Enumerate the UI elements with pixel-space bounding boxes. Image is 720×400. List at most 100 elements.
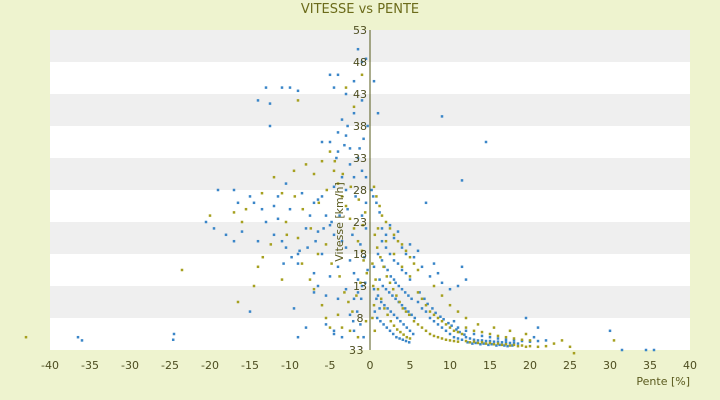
data-point — [379, 300, 383, 304]
data-point — [344, 287, 348, 291]
data-point — [348, 329, 352, 333]
y-tick-label: 43 — [353, 88, 367, 101]
data-point — [340, 239, 344, 243]
data-point — [376, 227, 380, 230]
data-point — [352, 297, 356, 301]
data-point — [432, 334, 436, 338]
data-point — [380, 214, 384, 217]
y-tick-label: 3 — [357, 344, 364, 357]
data-point — [440, 115, 444, 118]
data-point — [343, 291, 346, 294]
data-point — [344, 134, 348, 137]
data-point — [392, 236, 396, 240]
data-point — [428, 316, 432, 320]
data-point — [320, 140, 324, 144]
x-tick-label: -10 — [281, 359, 299, 372]
data-point — [396, 230, 400, 233]
data-point — [378, 211, 381, 214]
data-point — [382, 323, 385, 326]
data-point — [360, 60, 364, 64]
data-point — [364, 175, 368, 179]
data-point — [440, 337, 444, 340]
data-point — [471, 342, 474, 345]
data-point — [384, 246, 388, 249]
data-point — [405, 335, 409, 339]
data-point — [371, 284, 375, 288]
data-point — [400, 243, 404, 246]
data-point — [348, 163, 352, 166]
data-point — [256, 99, 260, 102]
data-point — [404, 252, 408, 256]
data-point — [224, 233, 228, 237]
data-point — [324, 316, 328, 320]
data-point — [464, 316, 468, 320]
data-point — [284, 182, 288, 185]
data-point — [298, 249, 301, 253]
data-point — [372, 185, 376, 189]
data-point — [375, 297, 378, 301]
data-point — [356, 47, 360, 51]
data-point — [360, 214, 364, 217]
data-point — [408, 337, 412, 340]
data-point — [356, 291, 360, 294]
data-point — [312, 172, 316, 176]
data-point — [293, 195, 297, 198]
data-point — [378, 278, 381, 281]
data-point — [304, 326, 308, 329]
data-point — [364, 57, 368, 61]
data-point — [320, 303, 324, 307]
data-point — [346, 124, 349, 128]
data-point — [248, 195, 252, 198]
x-tick-label: -30 — [121, 359, 139, 372]
data-point — [463, 333, 466, 336]
data-point — [260, 191, 264, 195]
data-point — [440, 326, 444, 329]
data-point — [360, 169, 364, 173]
data-point — [424, 303, 428, 307]
data-point — [568, 345, 572, 349]
data-point — [384, 287, 388, 291]
data-point — [328, 150, 332, 153]
data-point — [336, 313, 340, 317]
data-point — [410, 297, 413, 301]
data-point — [388, 227, 392, 230]
data-point — [395, 335, 398, 339]
data-point — [316, 198, 320, 201]
data-point — [375, 201, 378, 205]
data-point — [356, 156, 360, 160]
data-point — [512, 337, 516, 340]
data-point — [352, 329, 356, 333]
data-point — [401, 307, 405, 310]
data-point — [476, 339, 480, 342]
data-point — [269, 243, 273, 246]
data-point — [456, 330, 460, 334]
data-point — [442, 318, 445, 321]
data-point — [496, 340, 500, 343]
data-point — [420, 326, 424, 329]
data-point — [76, 335, 80, 339]
data-point — [508, 344, 512, 347]
data-point — [296, 236, 300, 240]
data-point — [314, 239, 317, 243]
data-point — [389, 310, 393, 313]
data-point — [336, 131, 340, 134]
data-point — [408, 255, 412, 259]
data-point — [476, 323, 480, 326]
data-point — [447, 321, 450, 325]
data-point — [372, 287, 376, 291]
data-point — [380, 259, 384, 262]
data-point — [612, 339, 616, 342]
data-point — [352, 105, 356, 109]
data-point — [524, 316, 528, 320]
data-point — [434, 311, 437, 315]
data-point — [356, 278, 360, 281]
data-point — [256, 239, 260, 243]
data-point — [373, 310, 377, 313]
data-point — [391, 294, 394, 297]
data-point — [212, 227, 216, 230]
data-point — [398, 337, 401, 340]
data-point — [355, 310, 359, 313]
data-point — [448, 339, 452, 342]
data-point — [495, 344, 498, 347]
